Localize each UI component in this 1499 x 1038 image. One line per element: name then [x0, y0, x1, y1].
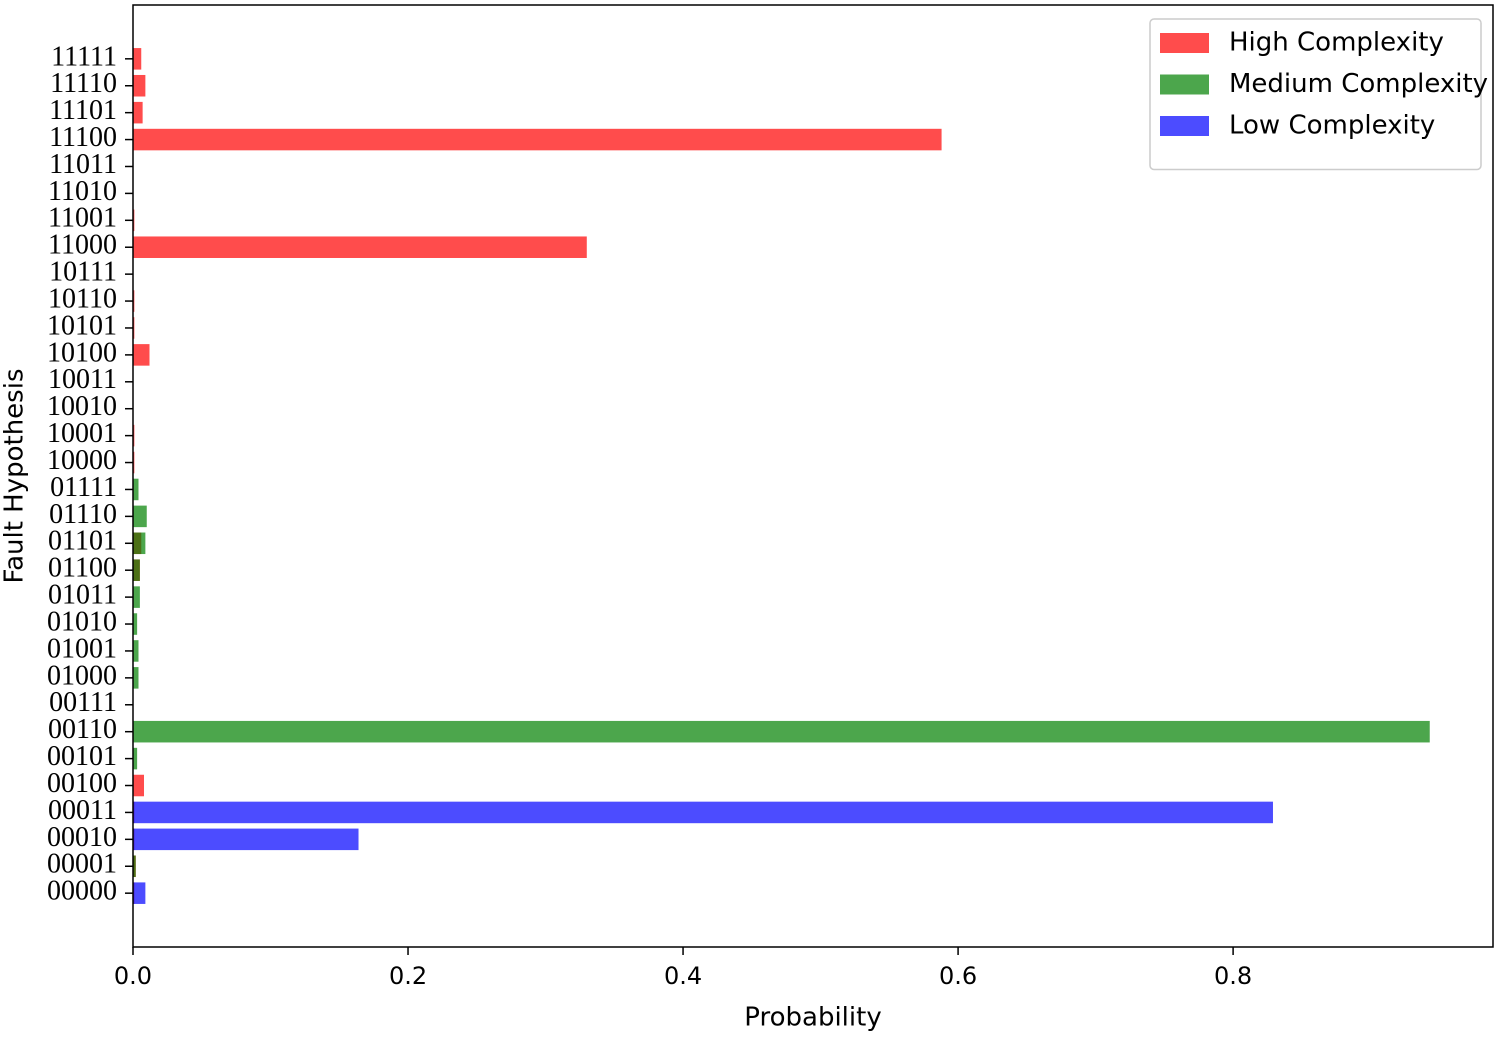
- y-tick-label: 11111: [51, 41, 117, 72]
- bar: [133, 855, 136, 878]
- legend-box: [1149, 18, 1482, 171]
- y-tick-label: 01000: [47, 660, 117, 691]
- y-tick-label: 00011: [48, 795, 117, 826]
- bar: [133, 344, 150, 366]
- bar: [133, 236, 587, 258]
- bar: [133, 74, 146, 97]
- bar: [133, 478, 139, 501]
- y-tick-label: 11110: [50, 68, 117, 99]
- y-tick-label: 10010: [47, 391, 117, 422]
- bar: [133, 586, 140, 608]
- plot-frame: [132, 4, 1494, 948]
- legend-label: High Complexity: [1229, 28, 1444, 58]
- bar: [133, 532, 146, 555]
- y-tick-label: 10100: [47, 337, 117, 368]
- y-tick-label: 01001: [47, 633, 117, 664]
- y-tick-label: 00110: [48, 714, 117, 745]
- legend-label: Medium Complexity: [1229, 69, 1488, 99]
- bar: [133, 882, 146, 904]
- bar: [133, 101, 143, 124]
- y-tick-label: 01011: [48, 580, 117, 611]
- y-tick-label: 01111: [50, 472, 117, 503]
- bar: [133, 667, 139, 689]
- y-tick-label: 00101: [47, 741, 117, 772]
- y-tick-label: 00100: [47, 768, 117, 799]
- y-tick-label: 00000: [47, 876, 117, 907]
- legend-label: Low Complexity: [1229, 111, 1435, 141]
- legend-swatch: [1160, 33, 1209, 53]
- y-tick-label: 10111: [49, 257, 117, 288]
- x-tick-label: 0.2: [389, 962, 427, 990]
- y-tick-label: 01110: [49, 499, 117, 530]
- y-tick-label: 10001: [47, 418, 117, 449]
- bar: [133, 774, 145, 797]
- x-tick-label: 0.8: [1214, 962, 1252, 990]
- bar: [133, 828, 359, 851]
- y-tick-label: 11101: [49, 95, 117, 126]
- y-tick-label: 01101: [48, 526, 117, 557]
- x-axis-label: Probability: [744, 1003, 881, 1033]
- y-tick-label: 11000: [48, 230, 117, 261]
- bar: [133, 128, 942, 151]
- y-tick-label: 11100: [49, 122, 117, 153]
- bar: [133, 720, 1430, 743]
- bar: [133, 613, 138, 635]
- y-tick-label: 01010: [47, 606, 117, 637]
- x-tick-label: 0.0: [114, 962, 152, 990]
- y-tick-label: 11011: [49, 149, 117, 180]
- bar: [133, 801, 1273, 824]
- y-tick-label: 11010: [48, 176, 117, 207]
- legend-swatch: [1160, 74, 1209, 95]
- y-tick-label: 10011: [48, 364, 117, 395]
- y-tick-label: 01100: [48, 553, 117, 584]
- bar: [133, 559, 140, 581]
- y-tick-label: 10101: [47, 310, 117, 341]
- x-tick-label: 0.4: [664, 962, 702, 990]
- bar: [133, 505, 147, 528]
- y-axis-label: Fault Hypothesis: [0, 369, 30, 584]
- bar: [133, 48, 142, 70]
- y-tick-label: 11001: [48, 203, 117, 234]
- x-tick-label: 0.6: [939, 962, 977, 990]
- y-tick-label: 00010: [47, 822, 117, 853]
- legend-swatch: [1160, 116, 1209, 136]
- y-tick-label: 00111: [49, 687, 117, 718]
- bar: [133, 747, 138, 770]
- y-tick-label: 00001: [47, 849, 117, 880]
- y-tick-label: 10110: [48, 283, 117, 314]
- bar: [133, 640, 139, 662]
- y-tick-label: 10000: [47, 445, 117, 476]
